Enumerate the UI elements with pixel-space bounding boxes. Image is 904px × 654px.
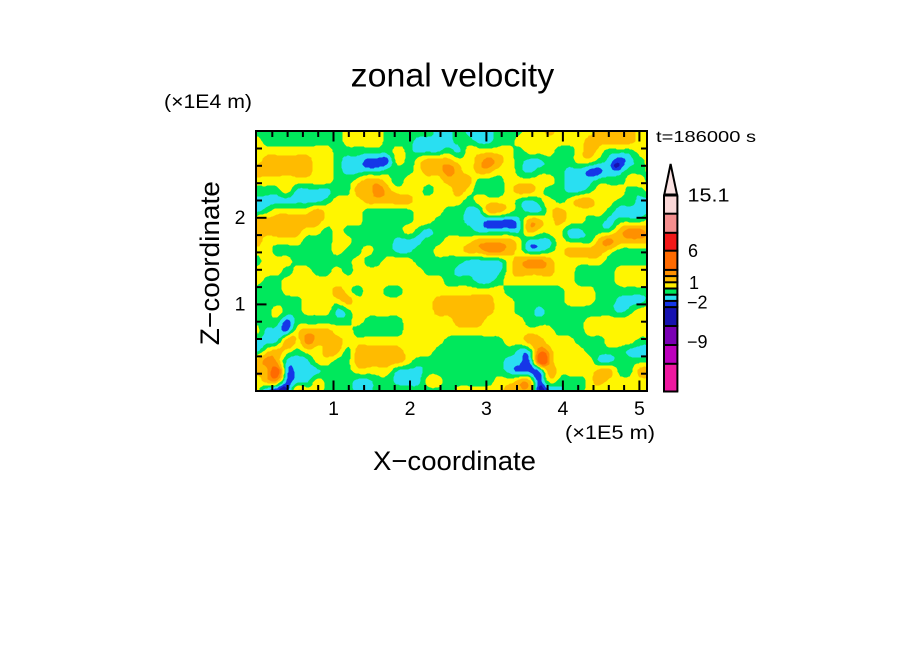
svg-text:1: 1 <box>328 398 339 420</box>
svg-text:15.1: 15.1 <box>688 186 730 206</box>
svg-text:Z−coordinate: Z−coordinate <box>195 181 225 345</box>
svg-text:1: 1 <box>235 294 246 316</box>
svg-text:6: 6 <box>688 241 698 261</box>
svg-text:−2: −2 <box>687 292 708 312</box>
svg-text:X−coordinate: X−coordinate <box>373 446 536 476</box>
svg-text:t=186000 s: t=186000 s <box>656 129 756 146</box>
svg-text:zonal velocity: zonal velocity <box>351 57 555 94</box>
svg-text:2: 2 <box>235 207 246 229</box>
svg-text:2: 2 <box>405 398 416 420</box>
svg-text:4: 4 <box>557 398 568 420</box>
svg-text:−9: −9 <box>687 332 708 352</box>
svg-text:3: 3 <box>481 398 492 420</box>
svg-text:(×1E4 m): (×1E4 m) <box>164 92 252 113</box>
svg-text:(×1E5 m): (×1E5 m) <box>565 422 655 444</box>
svg-text:5: 5 <box>634 398 645 420</box>
svg-text:1: 1 <box>689 273 699 293</box>
